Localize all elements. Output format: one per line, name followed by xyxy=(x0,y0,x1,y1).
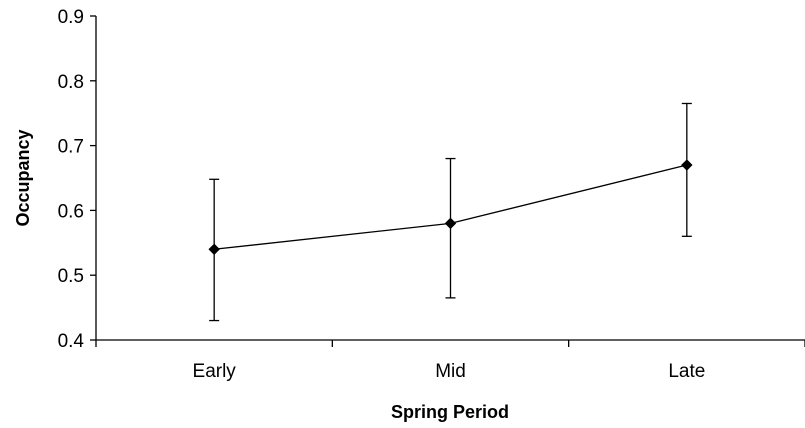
y-axis-title: Occupancy xyxy=(13,129,33,226)
y-tick-label: 0.6 xyxy=(58,201,84,222)
x-tick-label: Mid xyxy=(435,361,466,382)
x-axis-title: Spring Period xyxy=(391,402,509,422)
y-tick-label: 0.5 xyxy=(58,266,84,287)
data-point-marker xyxy=(681,159,693,171)
y-tick-label: 0.7 xyxy=(58,137,84,158)
data-point-marker xyxy=(208,243,220,255)
y-tick-label: 0.9 xyxy=(58,7,84,28)
x-tick-label: Late xyxy=(668,361,705,382)
plot-area: 0.4 0.5 0.6 0.7 0.8 0.9 Early Mid Late xyxy=(58,7,805,382)
y-tick-label: 0.8 xyxy=(58,72,84,93)
y-tick-label: 0.4 xyxy=(58,331,85,352)
x-tick-label: Early xyxy=(193,361,237,382)
data-point-marker xyxy=(444,217,457,230)
